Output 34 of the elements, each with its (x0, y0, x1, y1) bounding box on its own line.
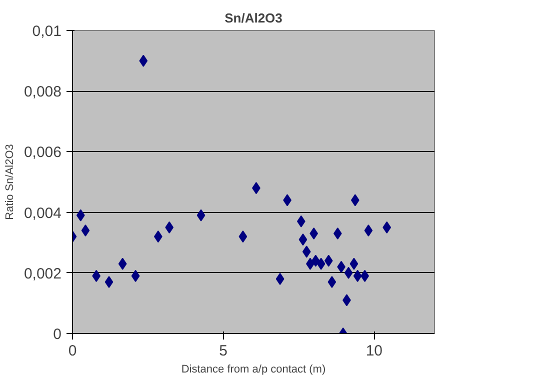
x-tick-label: 5 (219, 342, 228, 360)
y-tick-label: 0 (53, 326, 62, 343)
x-axis-title: Distance from a/p contact (m) (181, 364, 326, 376)
point (276, 272, 284, 285)
point (324, 254, 333, 267)
point (81, 224, 90, 236)
point (139, 54, 148, 67)
point (196, 209, 206, 222)
point (302, 246, 311, 258)
x-tick-label: 10 (366, 342, 383, 360)
point (328, 276, 336, 288)
point (350, 258, 358, 270)
point (353, 270, 362, 282)
y-tick-label: 0,002 (24, 265, 62, 282)
point (298, 234, 308, 246)
point (76, 209, 85, 222)
y-tick-label: 0,008 (24, 84, 62, 101)
point (118, 258, 127, 270)
point (382, 221, 392, 234)
y-axis-title: Ratio Sn/Al2O3 (4, 144, 16, 220)
point (238, 230, 248, 243)
y-tick-label: 0,004 (24, 204, 62, 222)
point (364, 224, 373, 236)
point (296, 215, 306, 228)
x-tick-label: 0 (68, 342, 77, 360)
point (131, 270, 140, 282)
point (316, 258, 326, 270)
point (104, 276, 114, 288)
y-tick-label: 0,01 (32, 23, 62, 40)
point (344, 266, 353, 279)
chart-title: Sn/Al2O3 (224, 10, 282, 26)
point (350, 194, 360, 206)
point (311, 254, 320, 267)
y-tick-label: 0,006 (24, 144, 62, 162)
